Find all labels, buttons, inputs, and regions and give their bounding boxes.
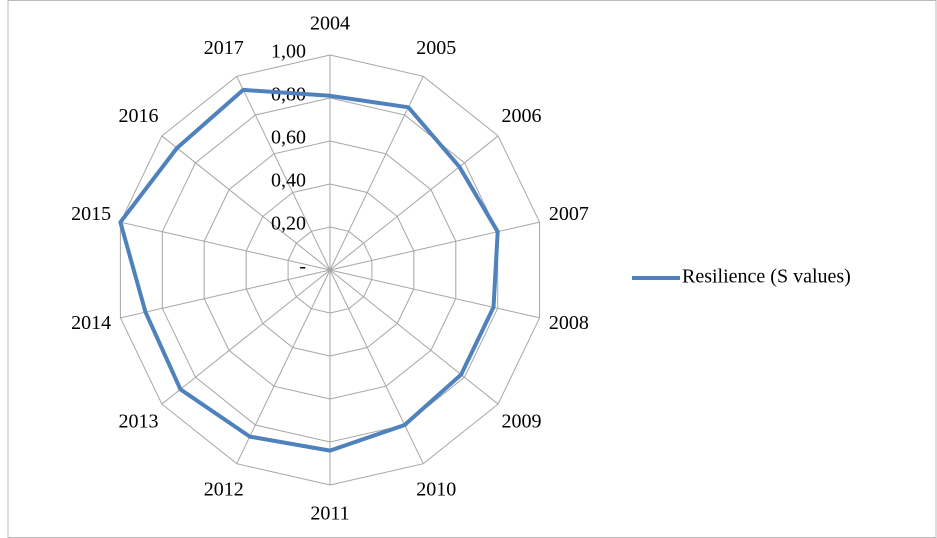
spoke <box>161 135 331 271</box>
spoke <box>161 269 331 405</box>
category-label: 2006 <box>502 105 542 127</box>
category-label: 2016 <box>119 105 159 127</box>
r-tick-label: 0,60 <box>271 127 306 149</box>
spoke <box>236 269 331 464</box>
spoke <box>329 269 540 319</box>
category-label: 2010 <box>416 478 456 500</box>
category-label: 2009 <box>502 410 542 432</box>
spoke <box>236 76 331 271</box>
category-label: 2013 <box>119 410 159 432</box>
category-label: 2004 <box>310 13 350 35</box>
spoke <box>329 135 499 271</box>
category-label: 2008 <box>549 312 589 334</box>
category-label: 2017 <box>204 37 244 59</box>
legend-label: Resilience (S values) <box>682 266 851 288</box>
r-tick-label: - <box>299 256 306 278</box>
spoke <box>120 221 331 271</box>
category-label: 2005 <box>416 37 456 59</box>
category-label: 2012 <box>204 478 244 500</box>
spoke <box>120 269 331 319</box>
category-label: 2007 <box>549 203 589 225</box>
r-tick-label: 1,00 <box>271 41 306 63</box>
category-label: 2015 <box>71 203 111 225</box>
spoke <box>329 221 540 271</box>
category-label: 2011 <box>310 503 349 525</box>
r-tick-label: 0,20 <box>271 213 306 235</box>
r-tick-label: 0,40 <box>271 170 306 192</box>
category-label: 2014 <box>71 312 111 334</box>
series-line <box>118 87 500 453</box>
spoke <box>329 269 424 464</box>
spoke <box>329 269 499 405</box>
